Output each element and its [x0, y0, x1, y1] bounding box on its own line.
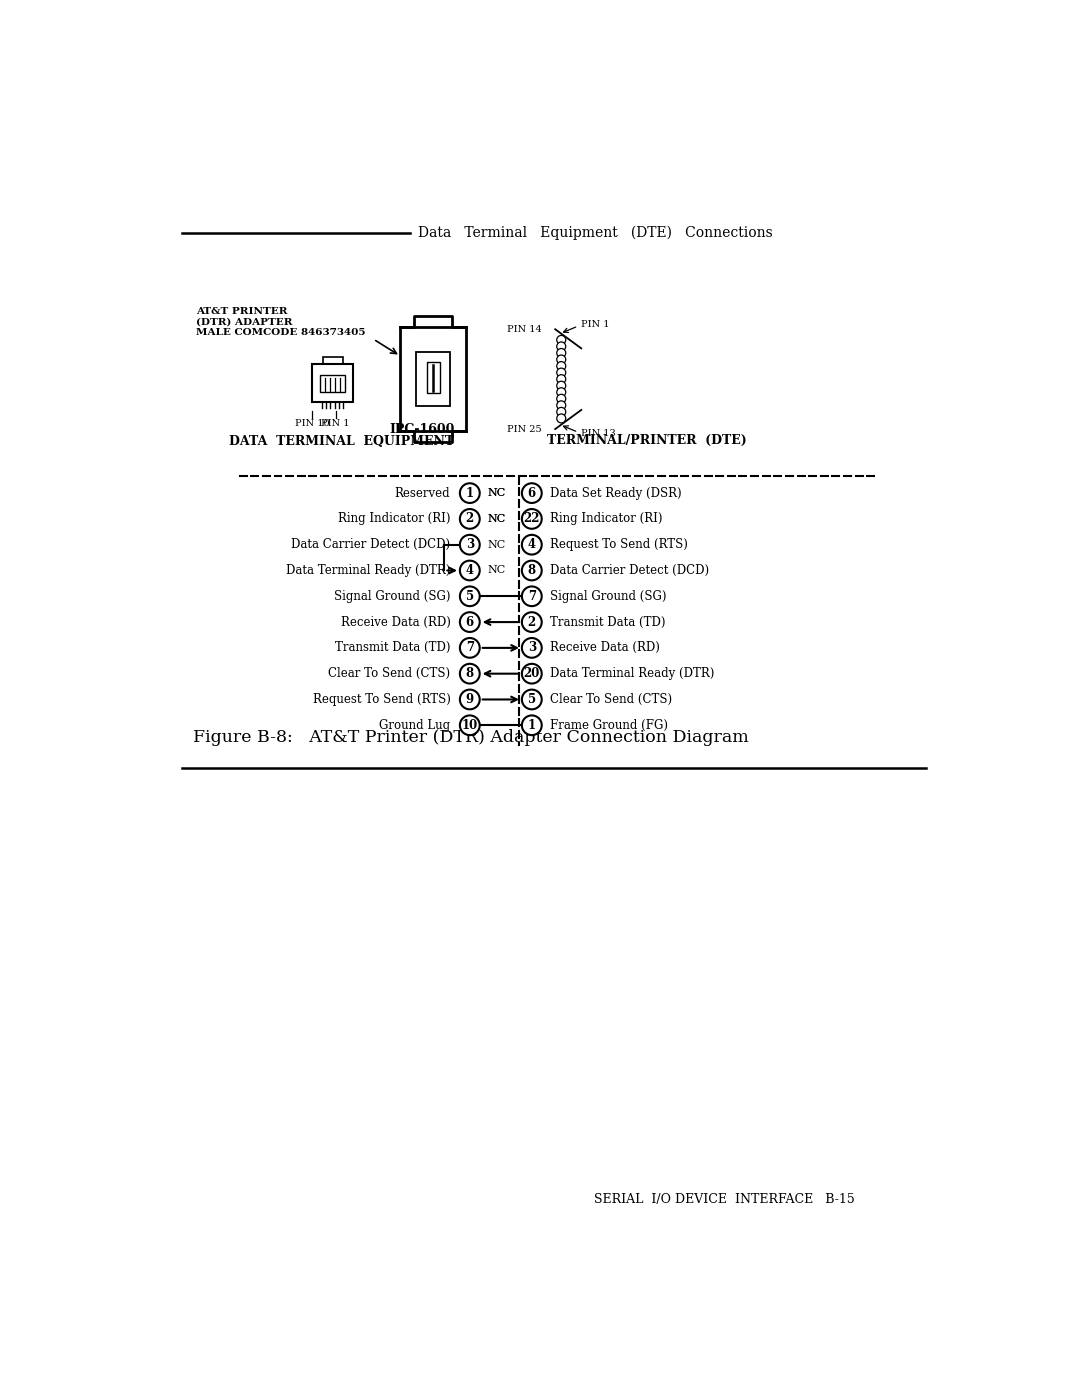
- Circle shape: [557, 349, 566, 357]
- Circle shape: [522, 638, 542, 657]
- Text: Signal Ground (SG): Signal Ground (SG): [551, 590, 667, 603]
- Text: AT&T PRINTER
(DTR) ADAPTER
MALE COMCODE 846373405: AT&T PRINTER (DTR) ADAPTER MALE COMCODE …: [197, 307, 365, 336]
- Circle shape: [460, 483, 480, 504]
- Circle shape: [557, 414, 566, 423]
- Circle shape: [557, 381, 566, 391]
- Bar: [321, 375, 345, 392]
- Text: 4: 4: [465, 564, 474, 578]
- Text: Data Terminal Ready (DTR): Data Terminal Ready (DTR): [551, 667, 715, 681]
- Text: NC: NC: [488, 488, 505, 498]
- Text: Receive Data (RD): Receive Data (RD): [551, 642, 660, 654]
- Circle shape: [557, 400, 566, 410]
- Text: NC: NC: [487, 513, 505, 525]
- Bar: [323, 357, 342, 364]
- Text: Request To Send (RTS): Request To Send (RTS): [551, 538, 688, 551]
- Circle shape: [460, 612, 480, 632]
- Text: PIN 1: PIN 1: [581, 319, 609, 329]
- Text: Ring Indicator (RI): Ring Indicator (RI): [551, 512, 663, 526]
- Circle shape: [522, 483, 542, 504]
- Circle shape: [460, 689, 480, 709]
- Text: 3: 3: [528, 642, 536, 654]
- Circle shape: [460, 534, 480, 555]
- Circle shape: [522, 664, 542, 684]
- Circle shape: [460, 561, 480, 580]
- Text: 6: 6: [465, 615, 474, 629]
- Circle shape: [460, 664, 480, 684]
- Text: Data Set Ready (DSR): Data Set Ready (DSR): [551, 487, 683, 499]
- Text: 1: 1: [465, 487, 474, 499]
- Text: 22: 22: [524, 512, 540, 526]
- Text: DATA  TERMINAL  EQUIPMENT: DATA TERMINAL EQUIPMENT: [229, 435, 455, 448]
- Text: Data Terminal Ready (DTR): Data Terminal Ready (DTR): [286, 564, 450, 578]
- Circle shape: [522, 716, 542, 735]
- Text: NC: NC: [487, 488, 505, 498]
- Text: PIN 1: PIN 1: [322, 418, 350, 428]
- Text: TERMINAL/PRINTER  (DTE): TERMINAL/PRINTER (DTE): [548, 434, 747, 446]
- Text: SERIAL  I/O DEVICE  INTERFACE   B-15: SERIAL I/O DEVICE INTERFACE B-15: [594, 1193, 854, 1205]
- Text: Frame Ground (FG): Frame Ground (FG): [551, 718, 669, 732]
- Circle shape: [557, 388, 566, 396]
- Circle shape: [557, 356, 566, 364]
- Text: 20: 20: [524, 667, 540, 681]
- Text: 1: 1: [528, 718, 536, 732]
- Circle shape: [522, 689, 542, 709]
- Text: 6: 6: [528, 487, 536, 499]
- Text: Clear To Send (CTS): Clear To Send (CTS): [551, 693, 673, 706]
- Text: Receive Data (RD): Receive Data (RD): [340, 615, 450, 629]
- Text: 7: 7: [528, 590, 536, 603]
- Text: 8: 8: [528, 564, 536, 578]
- Text: 5: 5: [528, 693, 536, 706]
- Text: Clear To Send (CTS): Clear To Send (CTS): [328, 667, 450, 681]
- Circle shape: [460, 716, 480, 735]
- Circle shape: [557, 407, 566, 416]
- Circle shape: [557, 368, 566, 377]
- Bar: [401, 328, 467, 431]
- Text: Transmit Data (TD): Transmit Data (TD): [335, 642, 450, 654]
- Text: PIN 14: PIN 14: [508, 325, 542, 333]
- Text: 10: 10: [461, 718, 478, 732]
- Circle shape: [522, 612, 542, 632]
- Text: Ground Lug: Ground Lug: [379, 718, 450, 732]
- Text: Transmit Data (TD): Transmit Data (TD): [551, 615, 666, 629]
- Text: Request To Send (RTS): Request To Send (RTS): [312, 693, 450, 706]
- Circle shape: [557, 335, 566, 345]
- Circle shape: [522, 586, 542, 607]
- Circle shape: [460, 586, 480, 607]
- Bar: [416, 352, 450, 406]
- Text: NC: NC: [487, 540, 505, 550]
- Text: NC: NC: [488, 513, 505, 525]
- Text: Data   Terminal   Equipment   (DTE)   Connections: Data Terminal Equipment (DTE) Connection…: [418, 226, 772, 240]
- Text: Signal Ground (SG): Signal Ground (SG): [334, 590, 450, 603]
- Text: Reserved: Reserved: [395, 487, 450, 499]
- Bar: [312, 364, 353, 402]
- Circle shape: [460, 509, 480, 529]
- Text: 4: 4: [528, 538, 536, 551]
- Circle shape: [557, 342, 566, 352]
- Text: 7: 7: [465, 642, 474, 654]
- Circle shape: [460, 638, 480, 657]
- Text: Figure B-8:   AT&T Printer (DTR) Adapter Connection Diagram: Figure B-8: AT&T Printer (DTR) Adapter C…: [193, 728, 748, 746]
- Text: IPC-1600: IPC-1600: [389, 423, 455, 437]
- Text: 2: 2: [528, 615, 536, 629]
- Text: PIN 25: PIN 25: [508, 424, 542, 434]
- Text: 3: 3: [465, 538, 474, 551]
- Text: NC: NC: [487, 565, 505, 576]
- Circle shape: [522, 509, 542, 529]
- Text: 5: 5: [465, 590, 474, 603]
- Circle shape: [557, 395, 566, 403]
- Text: 9: 9: [465, 693, 474, 706]
- Text: 8: 8: [465, 667, 474, 681]
- Circle shape: [522, 534, 542, 555]
- Text: Data Carrier Detect (DCD): Data Carrier Detect (DCD): [551, 564, 710, 578]
- Text: PIN 13: PIN 13: [581, 430, 616, 438]
- Text: PIN 10: PIN 10: [295, 418, 329, 428]
- Circle shape: [557, 375, 566, 384]
- Circle shape: [522, 561, 542, 580]
- Text: 2: 2: [465, 512, 474, 526]
- Text: Ring Indicator (RI): Ring Indicator (RI): [338, 512, 450, 526]
- Text: Data Carrier Detect (DCD): Data Carrier Detect (DCD): [292, 538, 450, 551]
- Circle shape: [557, 361, 566, 371]
- Bar: [428, 363, 440, 393]
